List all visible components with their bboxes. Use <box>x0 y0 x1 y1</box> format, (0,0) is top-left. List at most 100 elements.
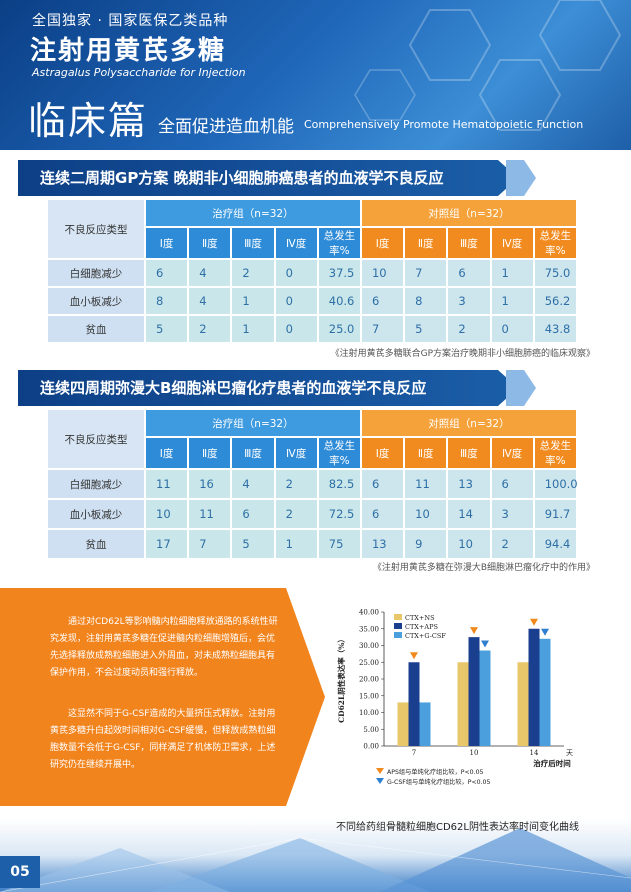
section2-banner: 连续四周期弥漫大B细胞淋巴瘤化疗患者的血液学不良反应 <box>18 370 518 406</box>
product-title-en: Astragalus Polysaccharide for Injection <box>32 66 246 79</box>
section1-banner-arrow <box>506 160 536 196</box>
grade-header: Ⅱ度 <box>189 438 231 468</box>
table-cell: 72.5 <box>318 500 360 528</box>
bar-ctx-g-csf <box>419 702 431 746</box>
grade-header: 总发生率% <box>318 438 360 468</box>
grade-header: Ⅲ度 <box>232 438 274 468</box>
table-cell: 9 <box>405 530 447 558</box>
section-title: 临床篇 <box>28 99 149 143</box>
table-cell: 4 <box>232 470 274 498</box>
grade-header: Ⅲ度 <box>448 228 490 258</box>
table-cell: 94.4 <box>534 530 576 558</box>
y-tick-label: 30.00 <box>359 642 379 650</box>
significance-arrow-icon <box>541 628 549 636</box>
legend-label: CTX+APS <box>405 623 438 631</box>
table-cell: 11 <box>405 470 447 498</box>
chart-note: G-CSF组与单纯化疗组比较，P<0.05 <box>387 778 490 786</box>
grade-header: Ⅱ度 <box>405 228 447 258</box>
significance-arrow-icon <box>470 627 478 635</box>
table-cell: 6 <box>361 470 404 498</box>
table-type-header: 不良反应类型 <box>48 410 144 468</box>
section1-source: 《注射用黄芪多糖联合GP方案治疗晚期非小细胞肺癌的临床观察》 <box>330 349 595 359</box>
table-cell: 6 <box>448 260 490 286</box>
grade-header: Ⅰ度 <box>146 438 188 468</box>
table-cell: 13 <box>361 530 404 558</box>
grade-header: Ⅱ度 <box>405 438 447 468</box>
table-cell: 1 <box>491 288 533 314</box>
table-cell: 6 <box>232 500 274 528</box>
legend-swatch <box>394 623 402 629</box>
footer-decoration <box>0 818 631 892</box>
significance-arrow-icon <box>481 640 489 648</box>
table-cell: 6 <box>146 260 188 286</box>
header-tagline: 全国独家 · 国家医保乙类品种 <box>32 13 229 29</box>
table-cell: 8 <box>146 288 188 314</box>
bar-ctx-ns <box>517 662 529 746</box>
table-cell: 25.0 <box>318 316 360 342</box>
table-cell: 7 <box>405 260 447 286</box>
grade-header: Ⅰ度 <box>361 438 404 468</box>
table-cell: 8 <box>405 288 447 314</box>
table-cell: 10 <box>361 260 404 286</box>
table-cell: 5 <box>405 316 447 342</box>
y-tick-label: 25.00 <box>359 659 379 667</box>
table-cell: 17 <box>146 530 188 558</box>
table-cell: 3 <box>448 288 490 314</box>
table-cell: 0 <box>491 316 533 342</box>
grade-header: Ⅰ度 <box>361 228 404 258</box>
table-cell: 1 <box>232 288 274 314</box>
bar-ctx-g-csf <box>479 650 491 746</box>
y-tick-label: 35.00 <box>359 625 379 633</box>
x-unit-label: 天 <box>566 749 573 757</box>
grade-header: Ⅲ度 <box>232 228 274 258</box>
table-row: 血小板减少 10 11 6 2 72.5 6 10 14 3 91.7 <box>48 500 576 528</box>
table-cell: 14 <box>448 500 490 528</box>
table-cell: 6 <box>491 470 533 498</box>
table-cell: 7 <box>189 530 231 558</box>
table-cell: 5 <box>232 530 274 558</box>
table-cell: 5 <box>146 316 188 342</box>
table-cell: 11 <box>146 470 188 498</box>
legend-label: CTX+G-CSF <box>405 632 446 640</box>
product-title: 注射用黄芪多糖 <box>30 36 227 66</box>
hexagon-decoration <box>354 0 622 131</box>
table-cell: 6 <box>361 288 404 314</box>
table-cell: 2 <box>232 260 274 286</box>
mountain-decoration <box>0 828 631 892</box>
table-cell: 75 <box>318 530 360 558</box>
table-cell: 7 <box>361 316 404 342</box>
table-cell: 4 <box>189 260 231 286</box>
table-cell: 1 <box>491 260 533 286</box>
legend-swatch <box>394 632 402 638</box>
table-row: 贫血 5 2 1 0 25.0 7 5 2 0 43.8 <box>48 316 576 342</box>
grade-header: Ⅳ度 <box>275 228 317 258</box>
row-label: 白细胞减少 <box>48 260 144 286</box>
note-arrow-icon <box>376 778 384 784</box>
grade-header: 总发生率% <box>534 438 576 468</box>
y-tick-label: 40.00 <box>359 609 379 617</box>
summary-panel: 通过对CD62L等影响髓内粒细胞释放通路的系统性研究发现，注射用黄芪多糖在促进髓… <box>0 588 325 806</box>
grade-header: Ⅳ度 <box>491 228 533 258</box>
note-arrow-icon <box>376 768 384 774</box>
cd62l-bar-chart: 0.00 5.00 10.00 15.00 20.00 25.00 30.00 35.00 40… <box>336 609 573 787</box>
grade-header: Ⅳ度 <box>275 438 317 468</box>
table-cell: 10 <box>448 530 490 558</box>
table-cell: 0 <box>275 316 317 342</box>
row-label: 贫血 <box>48 530 144 558</box>
table-row: 贫血 17 7 5 1 75 13 9 10 2 94.4 <box>48 530 576 558</box>
table-cell: 56.2 <box>534 288 576 314</box>
table-cell: 6 <box>361 500 404 528</box>
table-cell: 37.5 <box>318 260 360 286</box>
section-subtitle-en: Comprehensively Promote Hematopoietic Fu… <box>304 118 584 131</box>
table-cell: 10 <box>146 500 188 528</box>
row-label: 贫血 <box>48 316 144 342</box>
bar-ctx-ns <box>397 702 409 746</box>
grade-header: 总发生率% <box>534 228 576 258</box>
grade-header: Ⅳ度 <box>491 438 533 468</box>
table-cell: 1 <box>232 316 274 342</box>
table-cell: 100.0 <box>534 470 578 498</box>
table-row: 血小板减少 8 4 1 0 40.6 6 8 3 1 56.2 <box>48 288 576 314</box>
table-row: 白细胞减少 11 16 4 2 82.5 6 11 13 6 100.0 <box>48 470 578 498</box>
y-tick-label: 5.00 <box>363 726 379 734</box>
table-cell: 2 <box>275 500 317 528</box>
